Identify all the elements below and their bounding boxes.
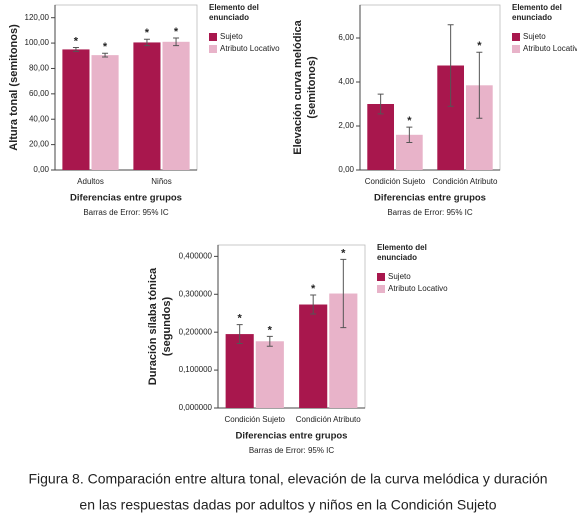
bar (162, 41, 190, 170)
y-tick-label: 0,200000 (179, 327, 213, 336)
y-tick-label: 80,00 (29, 64, 50, 73)
x-tick-label: Adultos (77, 177, 104, 186)
y-axis-label: Altura tonal (semitonos) (8, 24, 20, 151)
legend-swatch (377, 273, 385, 281)
significance-mark: * (268, 324, 273, 336)
legend-label: Sujeto (388, 272, 411, 281)
y-tick-label: 4,00 (338, 77, 354, 86)
x-tick-label: Condición Atributo (296, 415, 361, 424)
legend-title: Elemento del (512, 3, 562, 12)
error-bar (476, 51, 483, 119)
legend-swatch (512, 33, 520, 41)
legend-title: enunciado (209, 13, 249, 22)
y-tick-label: 0,400000 (179, 251, 213, 260)
bar (255, 341, 284, 408)
significance-mark: * (407, 115, 412, 127)
y-tick-label: 120,00 (25, 13, 50, 22)
error-bar (236, 324, 243, 345)
legend-title: enunciado (512, 13, 552, 22)
significance-mark: * (103, 41, 108, 53)
significance-mark: * (341, 247, 346, 259)
error-note: Barras de Error: 95% IC (387, 208, 473, 217)
significance-mark: * (145, 27, 150, 39)
legend-swatch (377, 285, 385, 293)
y-tick-label: 0,100000 (179, 365, 213, 374)
x-axis-label: Diferencias entre grupos (70, 193, 182, 204)
bar (225, 334, 254, 408)
significance-mark: * (74, 35, 79, 47)
y-tick-label: 0,00 (33, 165, 49, 174)
significance-mark: * (238, 313, 243, 325)
y-tick-label: 0,000000 (179, 403, 213, 412)
x-tick-label: Condición Atributo (433, 177, 498, 186)
x-axis-label: Diferencias entre grupos (236, 431, 348, 442)
legend-swatch (209, 33, 217, 41)
y-tick-label: 20,00 (29, 140, 50, 149)
bar (91, 55, 119, 171)
bar (367, 104, 394, 170)
legend-label: Atributo Locativo (220, 44, 280, 53)
error-bar (266, 335, 273, 347)
legend-title: enunciado (377, 253, 417, 262)
bar (133, 42, 161, 170)
legend-label: Atributo Locativo (523, 44, 577, 53)
error-bar (447, 24, 454, 107)
y-tick-label: 60,00 (29, 89, 50, 98)
y-axis-label: Elevación curva melódica (292, 19, 304, 154)
bar (299, 304, 328, 408)
y-tick-label: 100,00 (25, 38, 50, 47)
y-tick-label: 0,00 (338, 165, 354, 174)
error-bar (72, 47, 79, 52)
legend-label: Sujeto (220, 32, 243, 41)
error-bar (340, 258, 347, 329)
error-note: Barras de Error: 95% IC (83, 208, 169, 217)
y-axis-label: (semitonos) (306, 56, 318, 119)
bar (62, 49, 90, 170)
error-bar (173, 37, 180, 47)
y-tick-label: 40,00 (29, 114, 50, 123)
error-bar (143, 38, 150, 47)
legend-title: Elemento del (209, 3, 259, 12)
significance-mark: * (477, 40, 482, 52)
x-tick-label: Niños (151, 177, 171, 186)
y-tick-label: 2,00 (338, 121, 354, 130)
significance-mark: * (311, 283, 316, 295)
y-axis-label: (segundos) (161, 297, 173, 357)
significance-mark: * (174, 26, 179, 38)
caption-line: Figura 8. Comparación entre altura tonal… (28, 471, 547, 487)
x-tick-label: Condición Sujeto (225, 415, 286, 424)
error-bar (406, 126, 413, 143)
y-tick-label: 0,300000 (179, 289, 213, 298)
legend-label: Atributo Locativo (388, 284, 448, 293)
error-bar (377, 93, 384, 115)
caption-line: en las respuestas dadas por adultos y ni… (79, 497, 496, 513)
legend-swatch (512, 45, 520, 53)
y-tick-label: 6,00 (338, 33, 354, 42)
legend-title: Elemento del (377, 243, 427, 252)
error-bar (310, 294, 317, 315)
error-note: Barras de Error: 95% IC (249, 446, 335, 455)
x-axis-label: Diferencias entre grupos (374, 193, 486, 204)
y-axis-label: Duración sílaba tónica (147, 267, 159, 385)
x-tick-label: Condición Sujeto (365, 177, 426, 186)
legend-swatch (209, 45, 217, 53)
legend-label: Sujeto (523, 32, 546, 41)
error-bar (102, 52, 109, 58)
